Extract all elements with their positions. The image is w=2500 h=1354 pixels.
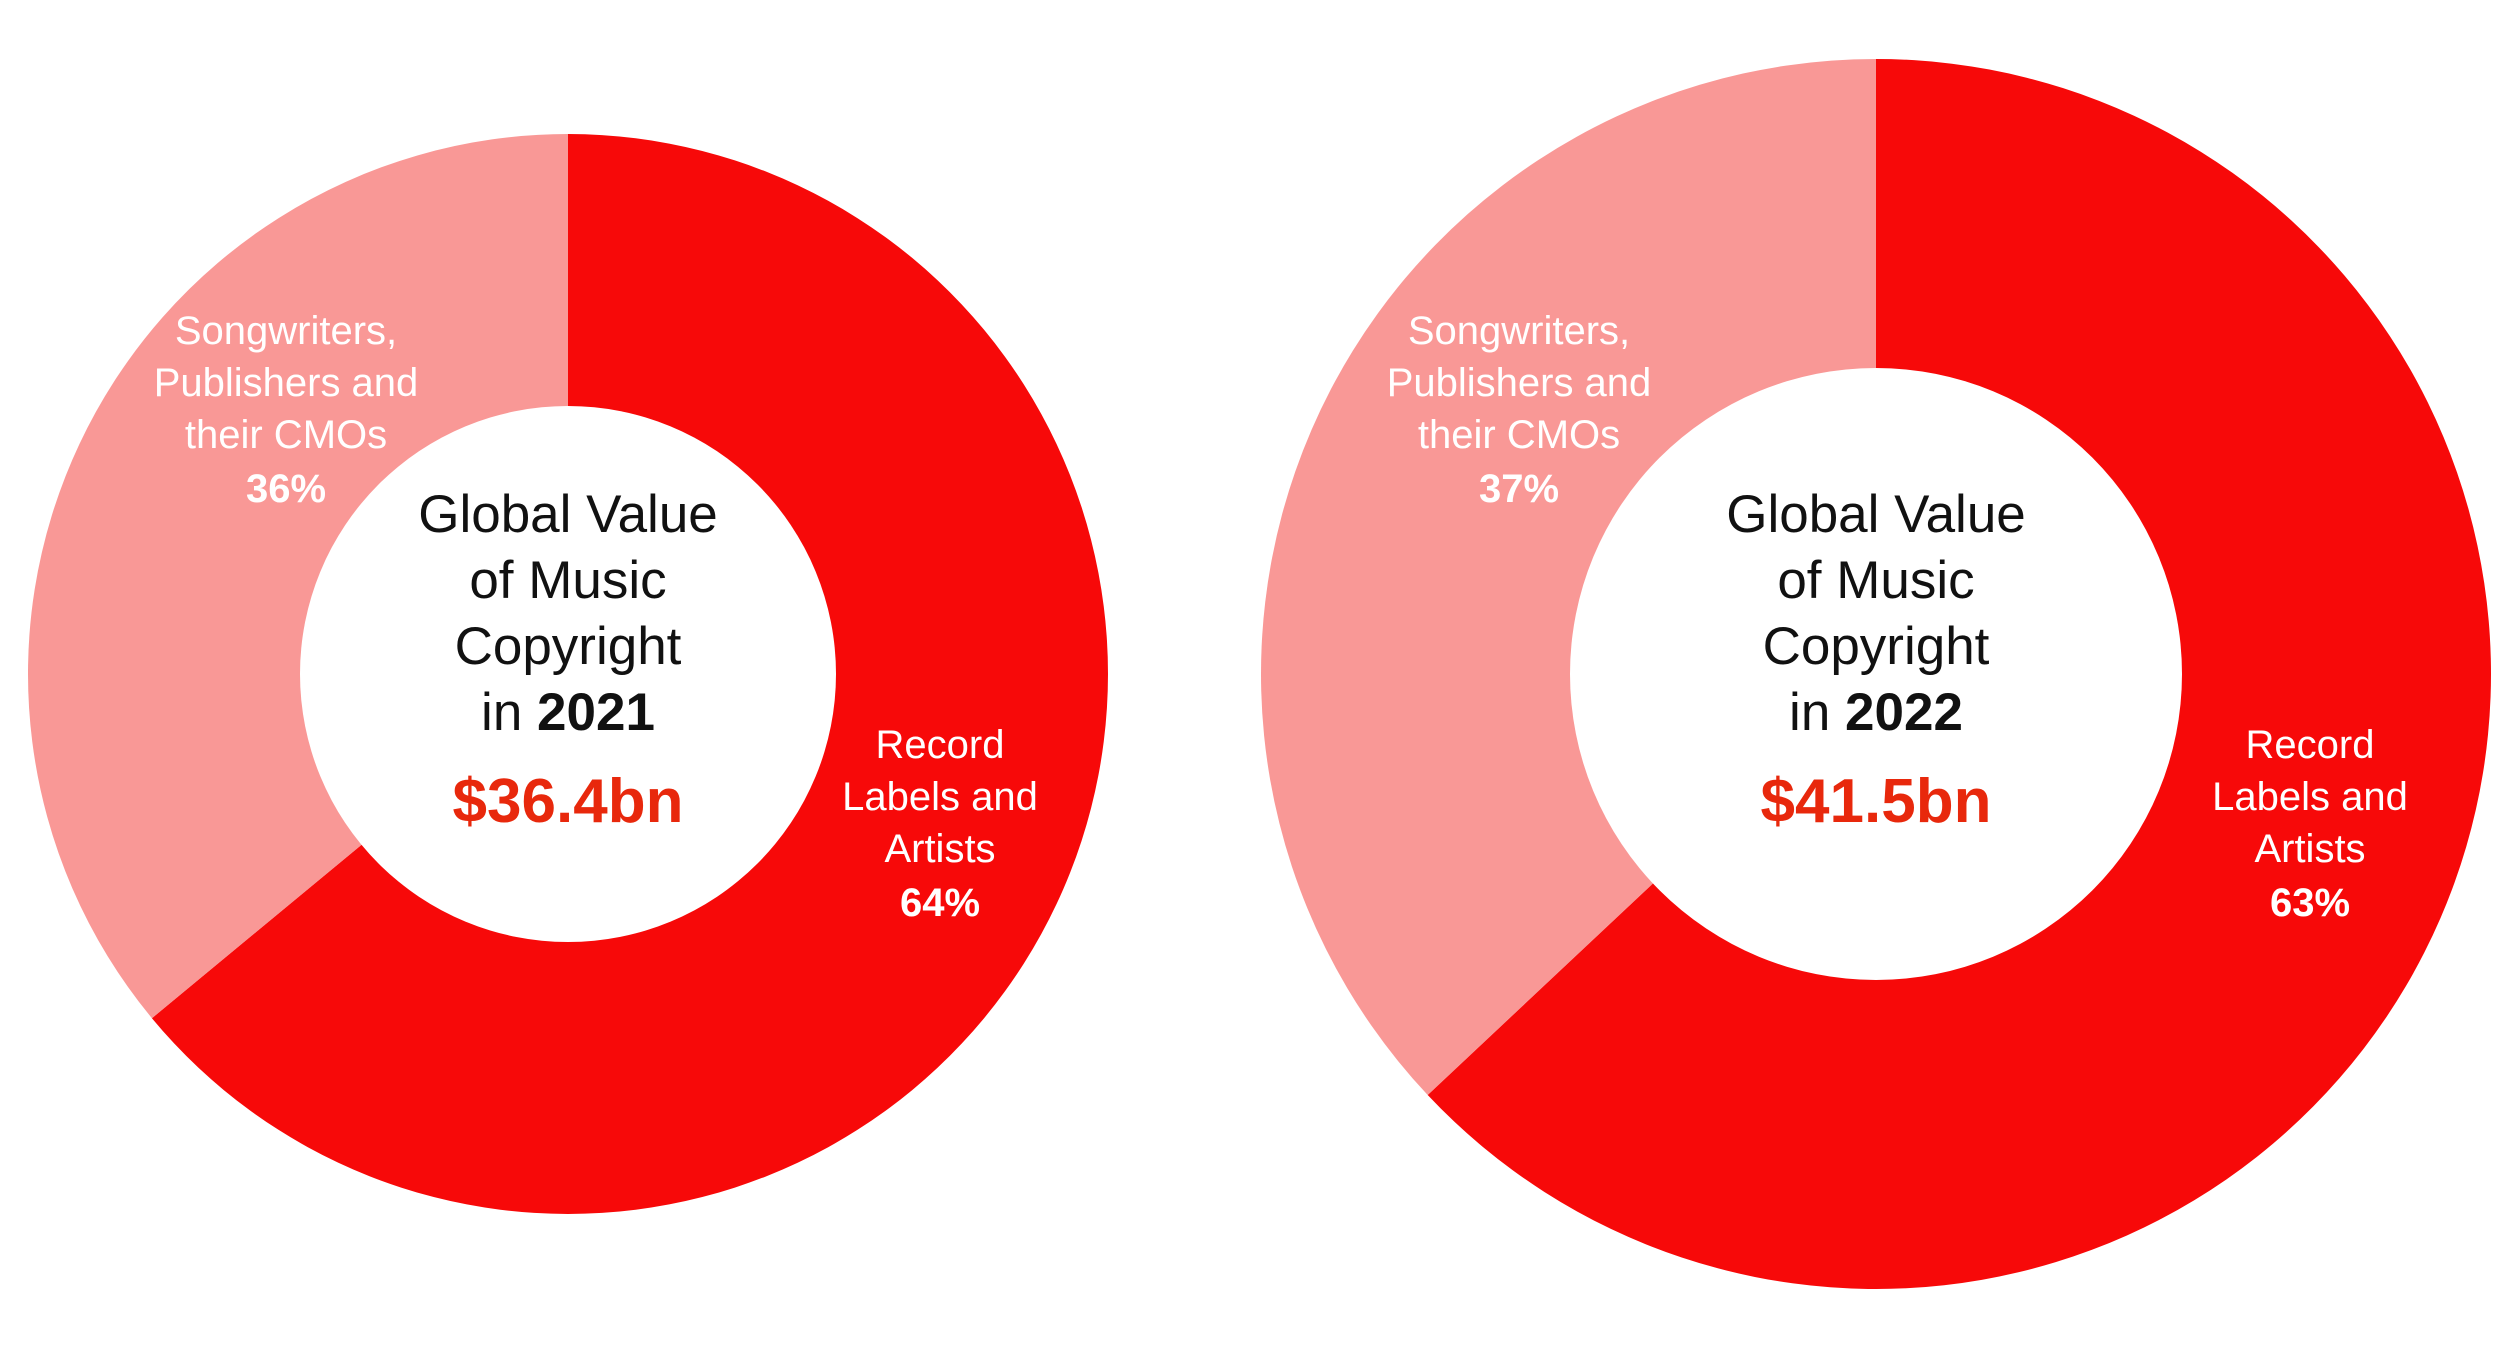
slice-songwriters-publishers-label-line: Publishers and bbox=[154, 361, 419, 405]
center-title-line: Copyright bbox=[455, 617, 682, 676]
slice-songwriters-publishers-label-1: Songwriters, Publishers and their CMOs 36% bbox=[154, 309, 419, 511]
center-title-line: of Music bbox=[1777, 551, 1974, 610]
center-title-line: of Music bbox=[469, 551, 666, 610]
slice-record-labels-artists-label-0: Record Labels and Artists 64% bbox=[842, 723, 1038, 925]
slice-songwriters-publishers-label-line: Publishers and bbox=[1387, 361, 1652, 405]
center-year-line: in 2021 bbox=[481, 683, 655, 742]
slice-record-labels-artists-value-label: 63% bbox=[2270, 881, 2350, 925]
center-title-line: Global Value bbox=[418, 485, 718, 544]
slice-record-labels-artists-label-line: Artists bbox=[884, 827, 995, 871]
year-prefix: in bbox=[1789, 683, 1845, 742]
donut-center bbox=[300, 406, 836, 942]
slice-record-labels-artists-label-line: Labels and bbox=[2212, 775, 2408, 819]
center-title-line: Copyright bbox=[1763, 617, 1990, 676]
slice-songwriters-publishers-label-line: their CMOs bbox=[1418, 413, 1620, 457]
year: 2021 bbox=[537, 683, 655, 742]
slice-record-labels-artists-label-0: Record Labels and Artists 63% bbox=[2212, 723, 2408, 925]
total-value: $41.5bn bbox=[1761, 767, 1992, 836]
center-title-line: Global Value bbox=[1726, 485, 2026, 544]
total-value: $36.4bn bbox=[453, 767, 684, 836]
donut-chart-2021: Record Labels and Artists 64% Songwriters, Pu… bbox=[28, 134, 1108, 1215]
donut-center bbox=[1570, 368, 2182, 980]
slice-record-labels-artists-label-line: Record bbox=[876, 723, 1005, 767]
slice-songwriters-publishers-label-1: Songwriters, Publishers and their CMOs 37% bbox=[1387, 309, 1652, 511]
slice-songwriters-publishers bbox=[1260, 59, 1876, 1095]
slice-songwriters-publishers-label-line: Songwriters, bbox=[1408, 309, 1630, 353]
donut-chart-2022: Record Labels and Artists 63% Songwriters, Pu… bbox=[1260, 59, 2491, 1289]
slice-record-labels-artists-label-line: Record bbox=[2246, 723, 2375, 767]
slice-record-labels-artists-label-line: Artists bbox=[2254, 827, 2365, 871]
slice-record-labels-artists-value-label: 64% bbox=[900, 881, 980, 925]
slice-songwriters-publishers-value-label: 37% bbox=[1479, 467, 1559, 511]
year-prefix: in bbox=[481, 683, 537, 742]
slice-songwriters-publishers-label-line: their CMOs bbox=[185, 413, 387, 457]
slice-record-labels-artists-label-line: Labels and bbox=[842, 775, 1038, 819]
slice-songwriters-publishers-value-label: 36% bbox=[246, 467, 326, 511]
center-year-line: in 2022 bbox=[1789, 683, 1963, 742]
slice-songwriters-publishers bbox=[28, 134, 569, 1019]
center-title: Global Value of Music Copyright in 2022 bbox=[1726, 485, 2026, 742]
center-title: Global Value of Music Copyright in 2021 bbox=[418, 485, 718, 742]
slice-songwriters-publishers-label-line: Songwriters, bbox=[175, 309, 397, 353]
year: 2022 bbox=[1845, 683, 1963, 742]
